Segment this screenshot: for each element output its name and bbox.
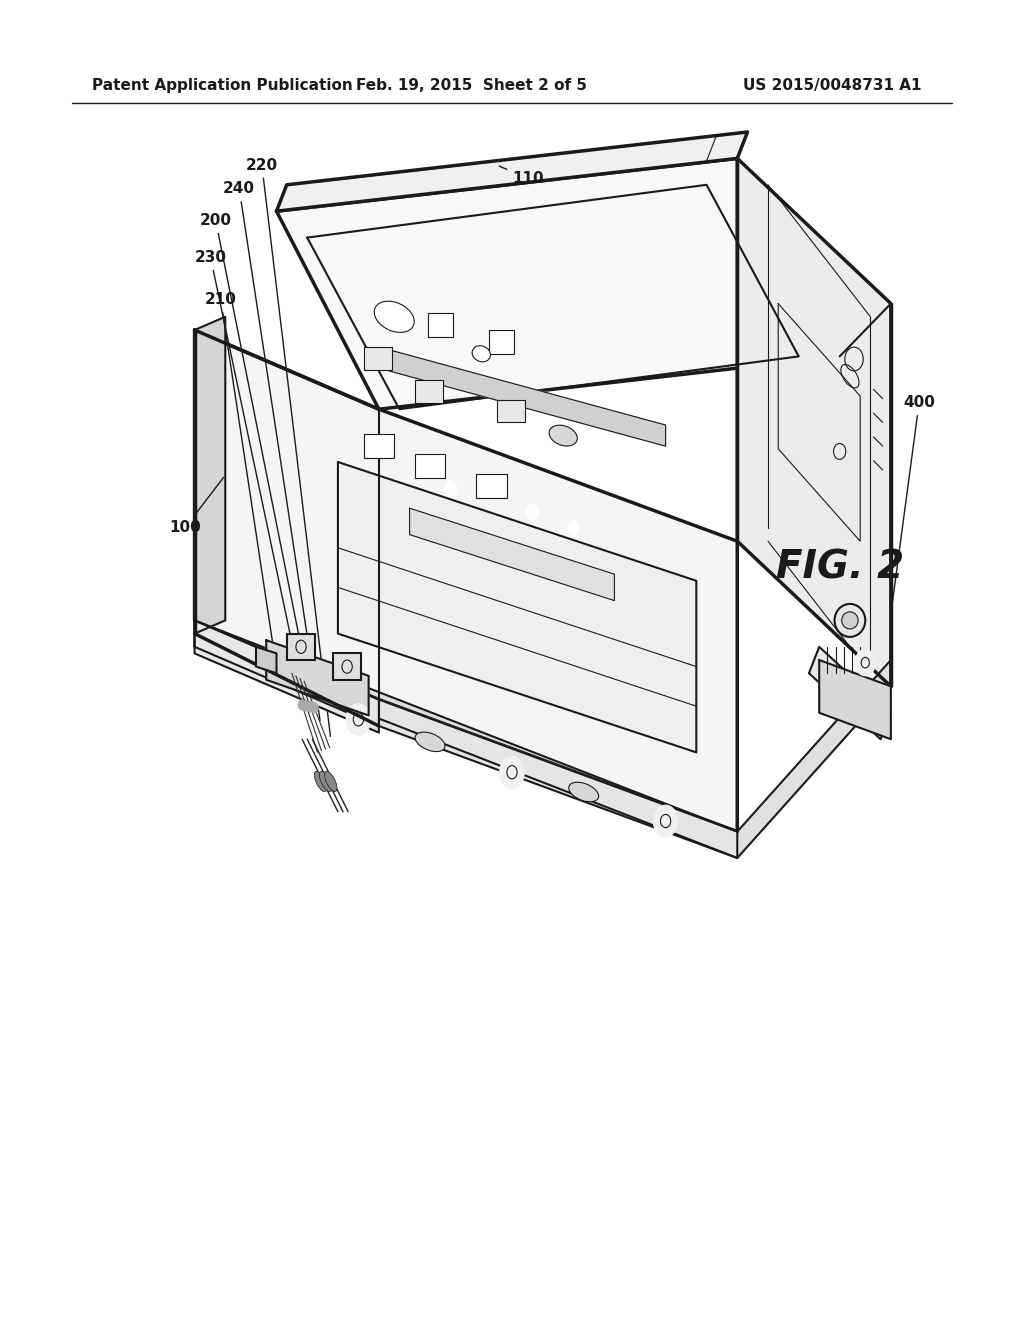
Bar bbox=[364, 347, 392, 370]
Ellipse shape bbox=[472, 346, 490, 362]
Bar bbox=[428, 313, 453, 337]
Text: 100: 100 bbox=[169, 478, 223, 536]
Ellipse shape bbox=[415, 733, 445, 751]
Text: 200: 200 bbox=[200, 213, 306, 675]
Polygon shape bbox=[809, 647, 891, 739]
Bar bbox=[415, 380, 443, 403]
Bar bbox=[333, 653, 361, 680]
Circle shape bbox=[298, 700, 306, 710]
Ellipse shape bbox=[835, 605, 865, 636]
Circle shape bbox=[346, 704, 371, 735]
Bar bbox=[364, 434, 394, 458]
Text: FIG. 2: FIG. 2 bbox=[775, 549, 904, 586]
Polygon shape bbox=[338, 462, 696, 752]
Bar bbox=[489, 330, 514, 354]
Polygon shape bbox=[256, 647, 276, 673]
Polygon shape bbox=[195, 317, 225, 634]
Circle shape bbox=[310, 702, 318, 713]
Circle shape bbox=[653, 805, 678, 837]
Circle shape bbox=[302, 701, 310, 711]
Polygon shape bbox=[195, 620, 379, 733]
Text: Patent Application Publication: Patent Application Publication bbox=[92, 78, 353, 94]
Ellipse shape bbox=[549, 425, 578, 446]
Bar bbox=[287, 634, 315, 660]
Text: 230: 230 bbox=[195, 249, 296, 664]
Ellipse shape bbox=[325, 771, 337, 792]
Polygon shape bbox=[276, 158, 840, 409]
Polygon shape bbox=[195, 620, 891, 858]
Bar bbox=[415, 454, 445, 478]
Text: 220: 220 bbox=[246, 157, 331, 737]
Ellipse shape bbox=[842, 611, 858, 630]
Text: 240: 240 bbox=[223, 181, 321, 721]
Polygon shape bbox=[737, 158, 891, 686]
Polygon shape bbox=[410, 508, 614, 601]
Circle shape bbox=[855, 649, 876, 676]
Circle shape bbox=[500, 756, 524, 788]
Polygon shape bbox=[195, 620, 737, 858]
Text: 110: 110 bbox=[499, 166, 544, 186]
Polygon shape bbox=[389, 350, 666, 446]
Bar bbox=[497, 400, 525, 422]
Circle shape bbox=[567, 520, 580, 536]
Ellipse shape bbox=[319, 771, 332, 792]
Text: 400: 400 bbox=[891, 395, 935, 611]
Text: 210: 210 bbox=[205, 292, 274, 652]
Ellipse shape bbox=[374, 301, 415, 333]
Circle shape bbox=[444, 480, 457, 496]
Polygon shape bbox=[276, 132, 748, 211]
Text: Feb. 19, 2015  Sheet 2 of 5: Feb. 19, 2015 Sheet 2 of 5 bbox=[355, 78, 587, 94]
Polygon shape bbox=[819, 660, 891, 739]
Ellipse shape bbox=[568, 783, 599, 801]
Circle shape bbox=[306, 701, 314, 711]
Polygon shape bbox=[195, 330, 737, 832]
Polygon shape bbox=[266, 640, 369, 715]
Text: US 2015/0048731 A1: US 2015/0048731 A1 bbox=[743, 78, 922, 94]
Ellipse shape bbox=[314, 771, 327, 792]
Circle shape bbox=[526, 504, 539, 520]
Bar bbox=[476, 474, 507, 498]
